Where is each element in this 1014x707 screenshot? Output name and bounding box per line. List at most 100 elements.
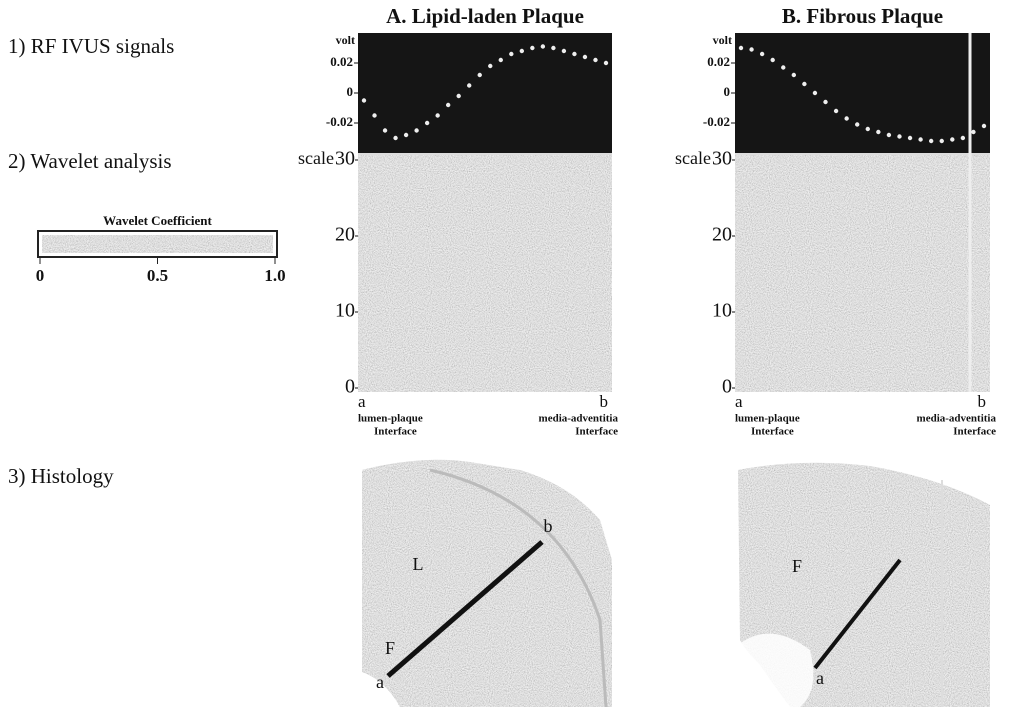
rf-sample [414, 128, 418, 132]
rf-sample [781, 65, 785, 69]
rf-tick-label: -0.02 [703, 114, 730, 129]
interface-label: Interface [751, 426, 794, 438]
rf-sample [792, 73, 796, 77]
wavelet-ylabel: scale [675, 148, 711, 168]
rf-sample [393, 136, 397, 140]
interface-label: lumen-plaque [358, 413, 423, 425]
rf-sample [887, 133, 891, 137]
rf-plot [735, 33, 990, 153]
colorbar-tick-label: 0 [36, 266, 45, 285]
rf-tick-label: 0.02 [707, 54, 730, 69]
wavelet-plot [735, 155, 990, 392]
rf-sample [823, 100, 827, 104]
wavelet-tick-label: 10 [335, 300, 355, 322]
rf-sample [897, 134, 901, 138]
rf-sample [855, 122, 859, 126]
histology-label: F [792, 556, 802, 576]
colorbar-tick-label: 0.5 [147, 266, 168, 285]
rf-sample [425, 121, 429, 125]
rf-sample [362, 98, 366, 102]
panel-title: A. Lipid-laden Plaque [386, 4, 584, 28]
rf-sample [467, 83, 471, 87]
rf-sample [383, 128, 387, 132]
rf-sample [456, 94, 460, 98]
interface-label: media-adventitia [539, 413, 619, 425]
colorbar-tick-label: 1.0 [264, 266, 285, 285]
rf-sample [478, 73, 482, 77]
interface-b: b [978, 392, 987, 411]
histology-label: L [413, 554, 424, 574]
histology-label: a [376, 672, 384, 692]
page: 1) RF IVUS signals 2) Wavelet analysis 3) … [0, 0, 1014, 707]
wavelet-tick-label: 30 [335, 148, 355, 170]
rf-sample [499, 58, 503, 62]
histology-lumen [738, 634, 813, 707]
histology-image [362, 460, 612, 707]
rf-sample [739, 46, 743, 50]
rf-sample [940, 139, 944, 143]
rf-sample [372, 113, 376, 117]
rf-sample [908, 136, 912, 140]
wavelet-tick-label: 0 [722, 376, 732, 398]
rf-sample [760, 52, 764, 56]
rf-tick-label: 0 [347, 84, 354, 99]
rf-sample [982, 124, 986, 128]
rf-ylabel: volt [713, 33, 732, 47]
rf-sample [866, 127, 870, 131]
rf-tick-label: 0 [724, 84, 731, 99]
wavelet-plot [358, 155, 612, 392]
wavelet-ylabel: scale [298, 148, 334, 168]
histology-label: a [816, 668, 824, 688]
row-label: 3) Histology [8, 464, 114, 488]
row-label: 1) RF IVUS signals [8, 34, 174, 58]
rf-tick-label: -0.02 [326, 114, 353, 129]
rf-sample [593, 58, 597, 62]
rf-sample [404, 133, 408, 137]
rf-sample [918, 137, 922, 141]
rf-sample [749, 47, 753, 51]
rf-sample [520, 49, 524, 53]
colorbar [42, 235, 273, 253]
histology-label: F [385, 638, 395, 658]
rf-sample [604, 61, 608, 65]
wavelet-tick-label: 10 [712, 300, 732, 322]
interface-b: b [600, 392, 609, 411]
rf-sample [488, 64, 492, 68]
interface-a: a [735, 392, 743, 411]
rf-sample [813, 91, 817, 95]
interface-label: Interface [953, 426, 996, 438]
row-label: 2) Wavelet analysis [8, 149, 172, 173]
rf-sample [562, 49, 566, 53]
colorbar-title: Wavelet Coefficient [103, 213, 212, 228]
figure: 1) RF IVUS signals 2) Wavelet analysis 3) … [0, 0, 1014, 707]
rf-sample [834, 109, 838, 113]
rf-sample [446, 103, 450, 107]
rf-sample [961, 136, 965, 140]
rf-sample [572, 52, 576, 56]
interface-a: a [358, 392, 366, 411]
rf-plot [358, 33, 612, 153]
rf-sample [876, 130, 880, 134]
rf-sample [929, 139, 933, 143]
rf-sample [551, 46, 555, 50]
wavelet-tick-label: 20 [712, 224, 732, 246]
rf-sample [509, 52, 513, 56]
histology-label: b [544, 516, 553, 536]
interface-label: Interface [575, 426, 618, 438]
rf-sample [844, 116, 848, 120]
rf-sample [802, 82, 806, 86]
rf-sample [435, 113, 439, 117]
rf-sample [541, 44, 545, 48]
wavelet-tick-label: 30 [712, 148, 732, 170]
rf-tick-label: 0.02 [330, 54, 353, 69]
rf-sample [583, 55, 587, 59]
rf-sample [950, 137, 954, 141]
interface-label: media-adventitia [917, 413, 997, 425]
rf-sample [530, 46, 534, 50]
wavelet-tick-label: 0 [345, 376, 355, 398]
interface-label: Interface [374, 426, 417, 438]
wavelet-tick-label: 20 [335, 224, 355, 246]
rf-ylabel: volt [336, 33, 355, 47]
panel-title: B. Fibrous Plaque [782, 4, 943, 28]
interface-label: lumen-plaque [735, 413, 800, 425]
